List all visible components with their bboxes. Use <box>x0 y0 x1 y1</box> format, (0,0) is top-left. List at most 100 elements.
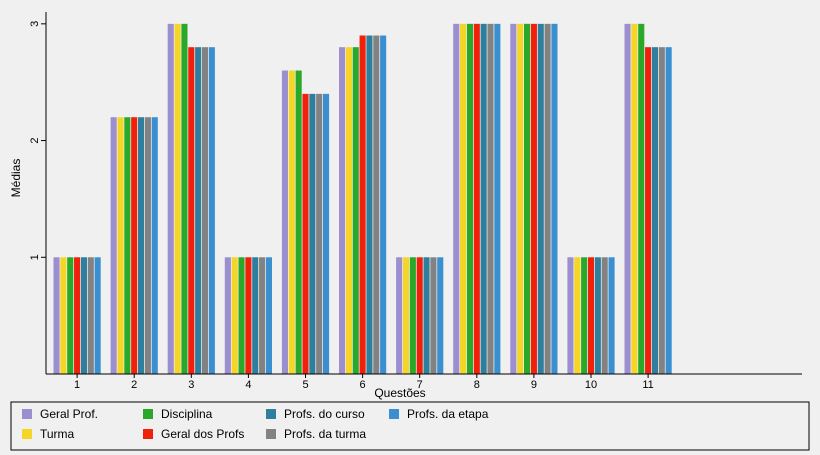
bar <box>138 117 145 375</box>
bar <box>238 257 245 374</box>
bar <box>295 70 302 374</box>
legend-label: Profs. do curso <box>284 407 365 421</box>
bar <box>402 257 410 374</box>
legend-swatch <box>22 409 32 419</box>
x-tick-label: 4 <box>245 379 251 391</box>
bar <box>581 257 588 374</box>
bar <box>574 257 581 374</box>
bar <box>94 257 101 374</box>
bar <box>651 47 658 374</box>
bar <box>208 47 215 374</box>
bars-group <box>53 23 672 375</box>
bar <box>551 23 558 375</box>
x-axis-title: Questões <box>374 386 425 400</box>
bar <box>608 257 615 374</box>
bar <box>309 93 316 375</box>
bar <box>494 23 501 375</box>
bar <box>460 23 467 375</box>
bar <box>224 257 231 374</box>
legend-swatch <box>143 409 153 419</box>
bar <box>645 47 652 374</box>
bar <box>195 47 202 374</box>
x-tick-label: 3 <box>188 379 194 391</box>
bar <box>67 257 74 374</box>
legend-label: Geral dos Profs <box>161 427 244 441</box>
bar <box>131 117 138 375</box>
bar <box>466 23 473 375</box>
bar <box>281 70 288 374</box>
bar <box>144 117 151 375</box>
bar <box>265 257 272 374</box>
legend-label: Profs. da etapa <box>407 407 489 421</box>
y-tick-label: 2 <box>29 137 41 143</box>
x-tick-label: 11 <box>642 379 653 391</box>
bar <box>638 23 645 375</box>
bar <box>339 47 346 374</box>
bar <box>60 257 67 374</box>
bar <box>487 23 494 375</box>
x-tick-label: 5 <box>302 379 308 391</box>
bar <box>181 23 188 375</box>
x-tick-label: 1 <box>74 379 80 391</box>
bar <box>302 93 309 375</box>
bar <box>537 23 544 375</box>
y-tick-label: 3 <box>29 21 41 27</box>
bar <box>188 47 195 374</box>
legend-swatch <box>389 409 399 419</box>
legend-swatch <box>22 429 32 439</box>
legend-label: Turma <box>40 427 75 441</box>
bar <box>174 23 181 375</box>
bar <box>480 23 487 375</box>
x-tick-label: 8 <box>474 379 480 391</box>
bar <box>416 257 423 374</box>
bar <box>601 257 608 374</box>
bar <box>74 257 81 374</box>
bar <box>352 47 359 374</box>
bar <box>124 117 131 375</box>
bar <box>252 257 259 374</box>
bar <box>323 93 330 375</box>
bar <box>430 257 437 374</box>
bar <box>624 23 631 375</box>
bar <box>373 35 380 374</box>
bar <box>316 93 323 375</box>
bar <box>201 47 209 374</box>
bar <box>345 47 352 374</box>
x-tick-label: 7 <box>417 379 423 391</box>
bar <box>259 257 266 374</box>
bar <box>80 257 87 374</box>
y-axis-title: Médias <box>9 159 23 198</box>
bar <box>530 23 537 375</box>
bar <box>665 47 672 374</box>
bar <box>524 23 531 375</box>
bar <box>658 47 665 374</box>
x-tick-label: 10 <box>585 379 597 391</box>
bar <box>366 35 373 374</box>
bar <box>231 257 238 374</box>
bar <box>288 70 295 374</box>
bar <box>409 257 416 374</box>
bar <box>423 257 430 374</box>
bar <box>473 23 480 375</box>
bar <box>53 257 60 374</box>
x-axis-ticks: 1 2 3 4 5 6 7 8 9 10 11 <box>74 374 654 391</box>
bar <box>117 117 124 375</box>
x-tick-label: 2 <box>131 379 137 391</box>
x-tick-label: 9 <box>531 379 537 391</box>
legend-swatch <box>266 409 276 419</box>
bar <box>380 35 387 374</box>
y-tick-label: 1 <box>29 254 41 260</box>
bar <box>245 257 252 374</box>
x-tick-label: 6 <box>360 379 366 391</box>
bar <box>453 23 460 375</box>
bar <box>167 23 174 375</box>
bar <box>396 257 403 374</box>
bar <box>594 257 601 374</box>
bar <box>437 257 444 374</box>
bar <box>517 23 524 375</box>
bar <box>151 117 158 375</box>
bar <box>544 23 551 375</box>
legend-label: Profs. da turma <box>284 427 366 441</box>
legend-swatch <box>266 429 276 439</box>
